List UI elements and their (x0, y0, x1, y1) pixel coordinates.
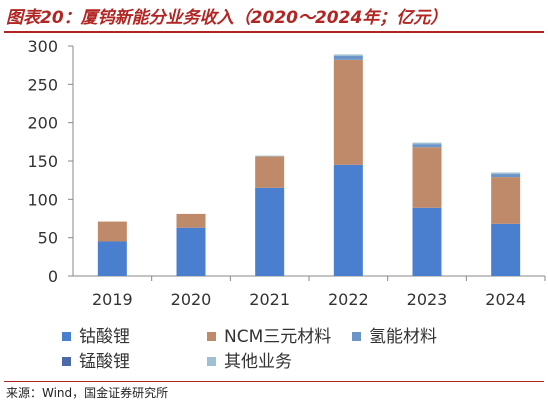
legend-label: 其他业务 (224, 352, 292, 372)
legend-label: 钴酸锂 (79, 327, 130, 347)
y-tick-label: 150 (27, 152, 58, 171)
legend-label: NCM三元材料 (224, 327, 332, 347)
bar-segment (97, 241, 127, 276)
bar-segment (491, 172, 521, 175)
x-tick-label: 2020 (171, 290, 212, 309)
revenue-stacked-bar-chart: 0 50 100 150 200 250 300 2019 2020 2021 2022 2023 20… (27, 37, 546, 309)
bar-segment (176, 227, 206, 276)
title-divider (4, 31, 544, 33)
legend-label: 氢能材料 (369, 327, 437, 347)
legend-swatch (62, 332, 71, 341)
bar-segment (491, 177, 521, 224)
bar-segment (333, 55, 363, 60)
y-tick-label: 250 (27, 75, 58, 94)
bar-segment (255, 187, 285, 276)
bar-segment (412, 144, 442, 148)
legend-swatch (62, 357, 71, 366)
bar-segment (412, 142, 442, 145)
bar-segment (333, 59, 363, 165)
bar-segment (333, 54, 363, 56)
legend-item: 其他业务 (207, 350, 292, 374)
y-tick-label: 100 (27, 190, 58, 209)
source-divider (4, 381, 544, 382)
legend-item: 锰酸锂 (62, 350, 130, 374)
x-tick-label: 2023 (407, 290, 448, 309)
bar-segment (491, 223, 521, 276)
bar-segment (255, 156, 285, 188)
bar-segment (176, 213, 206, 228)
x-tick-label: 2019 (92, 290, 133, 309)
bar-segment (412, 147, 442, 208)
x-tick-label: 2021 (249, 290, 290, 309)
bar-segment (333, 164, 363, 276)
legend-swatch (207, 357, 216, 366)
y-tick-label: 300 (27, 37, 58, 56)
x-tick-label: 2022 (328, 290, 369, 309)
legend-swatch (207, 332, 216, 341)
legend-item: 钴酸锂 (62, 325, 130, 349)
legend-label: 锰酸锂 (79, 352, 130, 372)
bar-segment (491, 174, 521, 178)
x-tick-label: 2024 (485, 290, 526, 309)
chart-title: 图表20：厦钨新能分业务收入（2020～2024年；亿元） (6, 8, 448, 28)
y-tick-label: 0 (48, 267, 58, 286)
legend-swatch (352, 332, 361, 341)
legend-item: 氢能材料 (352, 325, 437, 349)
y-tick-label: 200 (27, 114, 58, 133)
bar-segment (255, 155, 285, 157)
bar-segment (97, 221, 127, 242)
source-note: 来源：Wind，国金证券研究所 (6, 386, 169, 400)
y-tick-label: 50 (38, 229, 58, 248)
legend-item: NCM三元材料 (207, 325, 331, 349)
bar-segment (412, 207, 442, 276)
